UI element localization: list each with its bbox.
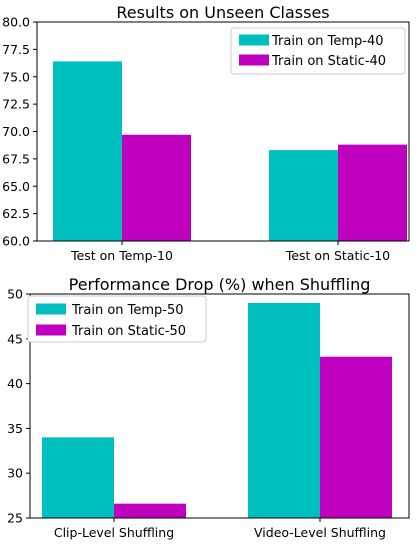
x-tick-label: Test on Static-10 [285, 248, 390, 263]
chart-performance-drop: Performance Drop (%) when Shuffling Clip-… [7, 275, 410, 540]
bar [122, 134, 191, 241]
legend-box [230, 27, 406, 75]
plot-frame [29, 293, 410, 519]
y-tick-label: 70.0 [2, 124, 30, 139]
y-tick-label: 75.0 [2, 69, 30, 84]
bar [53, 61, 122, 241]
legend-label: Train on Static-40 [271, 54, 386, 69]
y-tick-label: 67.5 [2, 151, 30, 166]
y-tick-label: 50 [7, 287, 23, 302]
legend-swatch [239, 34, 269, 46]
y-tick-label: 30 [7, 466, 23, 481]
y-tick-label: 60.0 [2, 234, 30, 249]
x-tick-label: Video-Level Shuffling [254, 525, 386, 540]
y-tick-label: 45 [7, 331, 23, 346]
legend-box [27, 295, 207, 343]
y-tick-label: 65.0 [2, 179, 30, 194]
y-tick-label: 77.5 [2, 42, 30, 57]
legend-swatch [239, 54, 269, 66]
legend-swatch [36, 303, 66, 315]
bar [42, 437, 114, 518]
legend-swatch [36, 324, 66, 336]
y-tick-label: 80.0 [2, 15, 30, 30]
chart-title: Results on Unseen Classes [116, 3, 329, 22]
bar [269, 150, 338, 241]
x-tick-label: Clip-Level Shuffling [54, 525, 174, 540]
plot-frame [36, 21, 410, 242]
x-tick-label: Test on Temp-10 [70, 248, 173, 263]
legend-label: Train on Temp-40 [271, 34, 384, 49]
legend-label: Train on Static-50 [71, 324, 186, 339]
y-tick-label: 62.5 [2, 206, 30, 221]
y-tick-label: 72.5 [2, 97, 30, 112]
y-tick-label: 35 [7, 421, 23, 436]
legend-label: Train on Temp-50 [71, 303, 184, 318]
y-tick-label: 40 [7, 376, 23, 391]
chart-title: Performance Drop (%) when Shuffling [69, 275, 371, 294]
chart-unseen-classes: Results on Unseen Classes Test on Temp-10… [2, 3, 410, 263]
bar [248, 302, 320, 518]
bar [114, 503, 186, 518]
bar [320, 356, 392, 518]
y-tick-label: 25 [7, 511, 23, 526]
bar [338, 144, 407, 241]
